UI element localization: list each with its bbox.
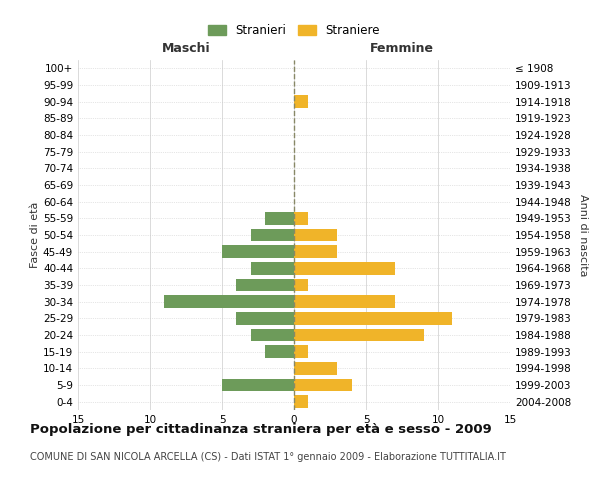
- Text: Femmine: Femmine: [370, 42, 434, 55]
- Bar: [236, 279, 294, 291]
- Y-axis label: Fasce di età: Fasce di età: [30, 202, 40, 268]
- Bar: [294, 362, 337, 374]
- Bar: [251, 229, 294, 241]
- Bar: [294, 212, 308, 224]
- Bar: [294, 279, 308, 291]
- Bar: [294, 229, 337, 241]
- Text: COMUNE DI SAN NICOLA ARCELLA (CS) - Dati ISTAT 1° gennaio 2009 - Elaborazione TU: COMUNE DI SAN NICOLA ARCELLA (CS) - Dati…: [30, 452, 506, 462]
- Bar: [294, 296, 395, 308]
- Legend: Stranieri, Straniere: Stranieri, Straniere: [205, 20, 383, 40]
- Bar: [294, 246, 337, 258]
- Bar: [265, 212, 294, 224]
- Bar: [294, 96, 308, 108]
- Bar: [294, 379, 352, 391]
- Bar: [294, 312, 452, 324]
- Bar: [294, 396, 308, 408]
- Text: Maschi: Maschi: [161, 42, 211, 55]
- Bar: [265, 346, 294, 358]
- Bar: [164, 296, 294, 308]
- Bar: [251, 262, 294, 274]
- Text: Popolazione per cittadinanza straniera per età e sesso - 2009: Popolazione per cittadinanza straniera p…: [30, 422, 492, 436]
- Bar: [294, 262, 395, 274]
- Bar: [222, 246, 294, 258]
- Bar: [294, 329, 424, 341]
- Bar: [251, 329, 294, 341]
- Y-axis label: Anni di nascita: Anni di nascita: [578, 194, 588, 276]
- Bar: [294, 346, 308, 358]
- Bar: [222, 379, 294, 391]
- Bar: [236, 312, 294, 324]
